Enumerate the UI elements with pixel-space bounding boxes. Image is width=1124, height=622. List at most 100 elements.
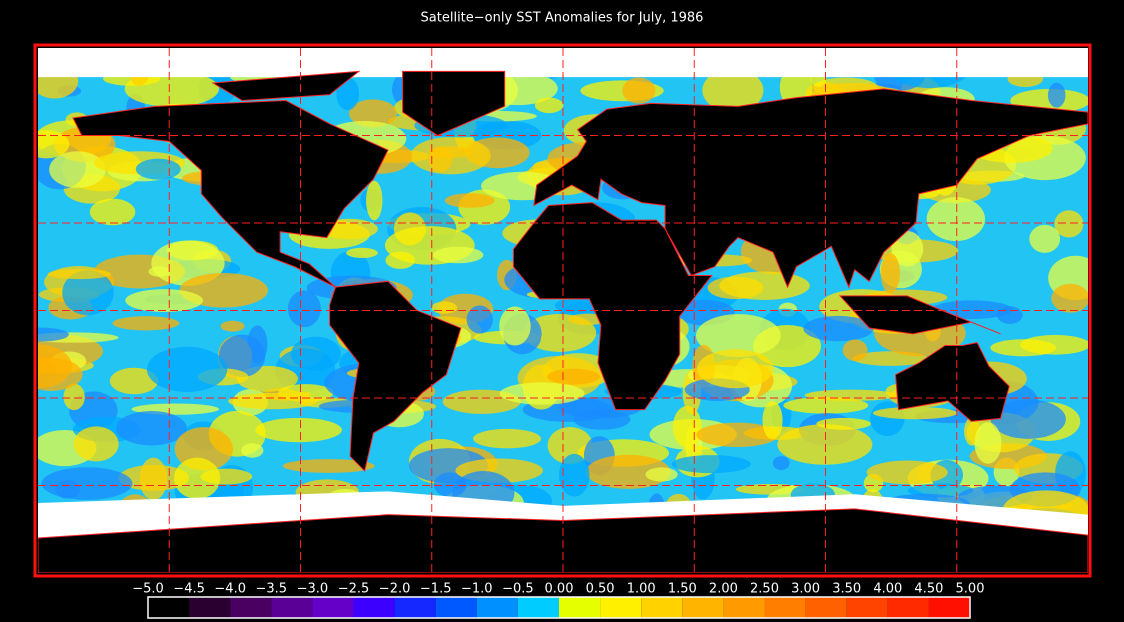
land xyxy=(894,342,1010,422)
anomaly-patch xyxy=(872,406,958,420)
anomaly-patch xyxy=(534,97,564,114)
colorbar-tick-label: 4.00 xyxy=(873,582,902,597)
anomaly-patch xyxy=(287,290,321,328)
colorbar-tick-label: 0.00 xyxy=(545,582,574,597)
colorbar-tick-label: −5.0 xyxy=(132,582,164,597)
map-frame xyxy=(33,43,1092,578)
colorbar-tick-label: −2.0 xyxy=(379,582,411,597)
land xyxy=(838,295,1001,335)
colorbar-bin xyxy=(394,597,436,618)
anomaly-patch xyxy=(49,151,106,188)
colorbar-tick-label: −3.5 xyxy=(256,582,288,597)
anomaly-patch xyxy=(866,460,948,485)
anomaly-patch xyxy=(62,270,114,316)
anomaly-patch xyxy=(695,314,781,358)
anomaly-patch xyxy=(990,399,1066,439)
anomaly-patch xyxy=(282,459,375,473)
colorbar-bin xyxy=(846,597,888,618)
anomaly-patch xyxy=(38,327,69,342)
anomaly-patch xyxy=(291,336,341,371)
land xyxy=(72,99,389,288)
anomaly-patch xyxy=(219,334,266,378)
anomaly-patch xyxy=(410,136,491,175)
anomaly-patch xyxy=(719,271,810,300)
colorbar-tick-label: 5.00 xyxy=(956,582,985,597)
colorbar-tick-label: 4.50 xyxy=(914,582,943,597)
map xyxy=(38,48,1088,573)
anomaly-patch xyxy=(135,158,181,180)
anomaly-patch xyxy=(228,393,318,410)
anomaly-patch xyxy=(697,349,774,389)
colorbar-bin xyxy=(887,597,929,618)
colorbar-bin xyxy=(641,597,683,618)
anomaly-patch xyxy=(926,197,986,241)
anomaly-patch xyxy=(990,339,1057,357)
anomaly-patch xyxy=(146,346,228,392)
anomaly-patch xyxy=(1029,224,1061,253)
colorbar-bin xyxy=(435,597,477,618)
anomaly-patch xyxy=(63,383,85,411)
anomaly-patch xyxy=(466,305,493,334)
colorbar-bin xyxy=(189,597,231,618)
colorbar-bin xyxy=(723,597,765,618)
anomaly-patch xyxy=(444,193,495,208)
anomaly-patch xyxy=(174,457,221,499)
anomaly-patch xyxy=(473,428,541,449)
land xyxy=(533,88,1088,289)
anomaly-patch xyxy=(777,424,873,465)
anomaly-patch xyxy=(558,453,590,497)
anomaly-patch xyxy=(880,253,900,294)
colorbar-tick-label: 0.50 xyxy=(586,582,615,597)
colorbar-tick-label: 2.50 xyxy=(750,582,779,597)
anomaly-patch xyxy=(702,68,764,113)
anomaly-patch xyxy=(336,77,360,111)
anomaly-patch xyxy=(431,301,458,314)
colorbar-tick-label: −4.0 xyxy=(214,582,246,597)
anomaly-patch xyxy=(109,367,159,395)
anomaly-patch xyxy=(255,417,342,443)
colorbar-bin xyxy=(312,597,354,618)
anomaly-patch xyxy=(47,269,111,280)
anomaly-patch xyxy=(816,417,871,430)
colorbar-bin xyxy=(682,597,724,618)
colorbar-bin xyxy=(476,597,518,618)
anomaly-patch xyxy=(73,426,119,462)
colorbar-bin xyxy=(600,597,642,618)
colorbar-tick-label: −1.5 xyxy=(420,582,452,597)
anomaly-patch xyxy=(116,410,187,446)
colorbar-bin xyxy=(353,597,395,618)
colorbar-frame xyxy=(147,596,971,619)
anomaly-patch xyxy=(573,409,631,430)
anomaly-patch xyxy=(41,467,133,500)
anomaly-patch xyxy=(672,405,702,448)
colorbar-bin xyxy=(559,597,601,618)
anomaly-patch xyxy=(38,130,70,159)
anomaly-patch xyxy=(1054,210,1084,238)
anomaly-patch xyxy=(547,368,600,385)
anomaly-patch xyxy=(891,231,924,267)
anomaly-patch xyxy=(547,426,593,465)
colorbar-tick-label: −3.0 xyxy=(297,582,329,597)
anomaly-patch xyxy=(499,306,531,346)
colorbar-bin xyxy=(928,597,970,618)
anomaly-patch xyxy=(762,401,783,440)
colorbar-tick-label: −0.5 xyxy=(502,582,534,597)
anomaly-patch xyxy=(1047,82,1066,108)
colorbar-tick-label: −1.0 xyxy=(461,582,493,597)
anomaly-patch xyxy=(1051,283,1088,313)
anomaly-patch xyxy=(124,71,219,107)
colorbar-bin xyxy=(271,597,313,618)
anomaly-patch xyxy=(622,77,656,104)
anomaly-patch xyxy=(586,454,671,489)
anomaly-patch xyxy=(499,382,585,405)
anomaly-patch xyxy=(804,389,897,401)
anomaly-patch xyxy=(112,316,180,331)
anomaly-patch xyxy=(89,198,136,226)
colorbar-tick-label: −4.5 xyxy=(173,582,205,597)
anomaly-patch xyxy=(220,320,245,332)
anomaly-patch xyxy=(645,467,678,482)
anomaly-patch xyxy=(696,422,779,448)
anomaly-patch xyxy=(974,422,1002,464)
